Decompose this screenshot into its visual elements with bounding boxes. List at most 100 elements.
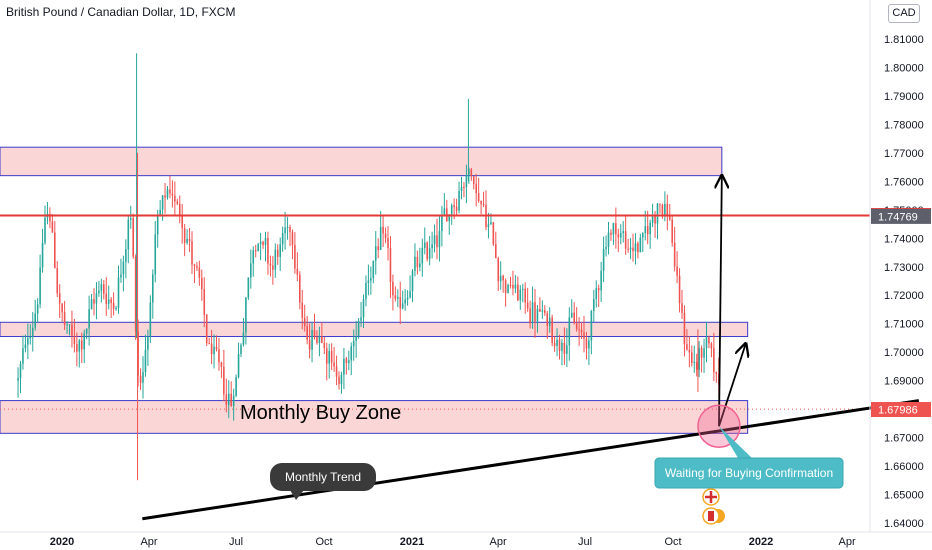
candle-body xyxy=(365,282,367,300)
zones-layer xyxy=(0,146,749,434)
candle-body xyxy=(436,235,438,248)
candle-body xyxy=(110,299,112,303)
candle-body xyxy=(693,362,696,364)
candle-body xyxy=(475,183,478,194)
candle-body xyxy=(44,217,46,243)
candle-body xyxy=(279,244,282,257)
candle-body xyxy=(232,395,235,406)
candle-body xyxy=(651,215,654,223)
y-tick-label: 1.76000 xyxy=(884,176,924,188)
candle-body xyxy=(519,289,522,301)
candle-body xyxy=(534,302,536,322)
candle-body xyxy=(343,358,345,375)
candle-body xyxy=(308,339,311,350)
x-tick-label: Oct xyxy=(665,536,682,548)
candle-body xyxy=(272,265,274,270)
candle-body xyxy=(164,195,166,198)
candle-body xyxy=(98,290,100,294)
y-tick-label: 1.70000 xyxy=(884,347,924,359)
x-tick-label: 2020 xyxy=(50,536,74,548)
candle-body xyxy=(169,189,171,194)
candle-body xyxy=(269,263,272,266)
candle-body xyxy=(51,221,54,233)
candle-body xyxy=(299,274,301,303)
currency-badge[interactable]: CAD xyxy=(888,4,920,23)
candle-body xyxy=(19,363,22,379)
candle-body xyxy=(548,317,551,326)
candle-body xyxy=(100,284,103,291)
candle-body xyxy=(495,244,497,259)
candle-body xyxy=(578,329,580,331)
candle-body xyxy=(414,256,416,271)
candle-body xyxy=(267,237,269,264)
candle-body xyxy=(139,375,142,383)
candle-body xyxy=(539,308,541,312)
candle-body xyxy=(142,372,144,383)
candle-body xyxy=(235,377,237,396)
candle-body xyxy=(392,281,394,296)
candle-body xyxy=(438,231,441,248)
candle-body xyxy=(171,193,174,196)
candle-body xyxy=(455,206,458,211)
candle-body xyxy=(627,248,629,250)
candle-body xyxy=(644,226,647,233)
candle-body xyxy=(612,223,615,235)
candle-body xyxy=(441,214,443,232)
candle-body xyxy=(213,346,215,355)
candle-body xyxy=(203,289,206,315)
candle-body xyxy=(316,336,318,343)
y-tick-label: 1.78000 xyxy=(884,119,924,131)
candle-body xyxy=(147,336,149,350)
candle-body xyxy=(338,376,340,385)
candle-body xyxy=(423,242,426,248)
candle-body xyxy=(583,332,585,339)
candle-body xyxy=(159,209,161,215)
candle-body xyxy=(181,214,184,229)
y-tick-label: 1.65000 xyxy=(884,490,924,502)
candle-body xyxy=(227,393,230,405)
y-tick-label: 1.71000 xyxy=(884,319,924,331)
candle-body xyxy=(71,324,73,336)
candle-body xyxy=(39,267,41,305)
candle-body xyxy=(695,362,698,370)
y-tick-label: 1.67000 xyxy=(884,433,924,445)
candle-body xyxy=(585,338,588,349)
x-tick-label: Apr xyxy=(490,536,507,548)
callout-box xyxy=(654,457,844,489)
candle-body xyxy=(531,302,534,324)
candle-body xyxy=(129,218,132,220)
candle-body xyxy=(573,312,576,324)
candle-body xyxy=(117,277,120,308)
candle-body xyxy=(306,326,308,340)
candle-body xyxy=(220,362,223,367)
candle-body xyxy=(502,275,504,281)
uk-flag-cross xyxy=(705,491,717,503)
candle-body xyxy=(681,303,683,313)
x-tick-label: Jul xyxy=(229,536,243,548)
price-label-text: 1.74769 xyxy=(878,211,918,223)
candle-body xyxy=(524,288,527,303)
candle-body xyxy=(632,247,634,252)
candle-body xyxy=(399,297,402,309)
candle-body xyxy=(499,275,502,282)
candle-body xyxy=(262,241,264,246)
candle-body xyxy=(389,248,392,282)
candle-body xyxy=(570,312,573,318)
annotation-layer: Monthly Buy Zone Monthly Trend Waiting for… xyxy=(240,402,844,525)
candle-body xyxy=(568,317,571,346)
candle-body xyxy=(460,187,463,191)
candle-body xyxy=(507,284,509,294)
candle-body xyxy=(330,350,333,363)
candle-body xyxy=(536,308,539,322)
candle-body xyxy=(367,280,370,283)
candle-body xyxy=(24,344,27,349)
candle-body xyxy=(703,348,705,358)
candle-body xyxy=(335,366,338,377)
candle-body xyxy=(551,317,553,344)
candle-body xyxy=(31,327,34,337)
candle-body xyxy=(340,374,343,385)
candle-body xyxy=(178,203,181,215)
candle-body xyxy=(156,214,159,235)
candle-body xyxy=(382,226,384,234)
